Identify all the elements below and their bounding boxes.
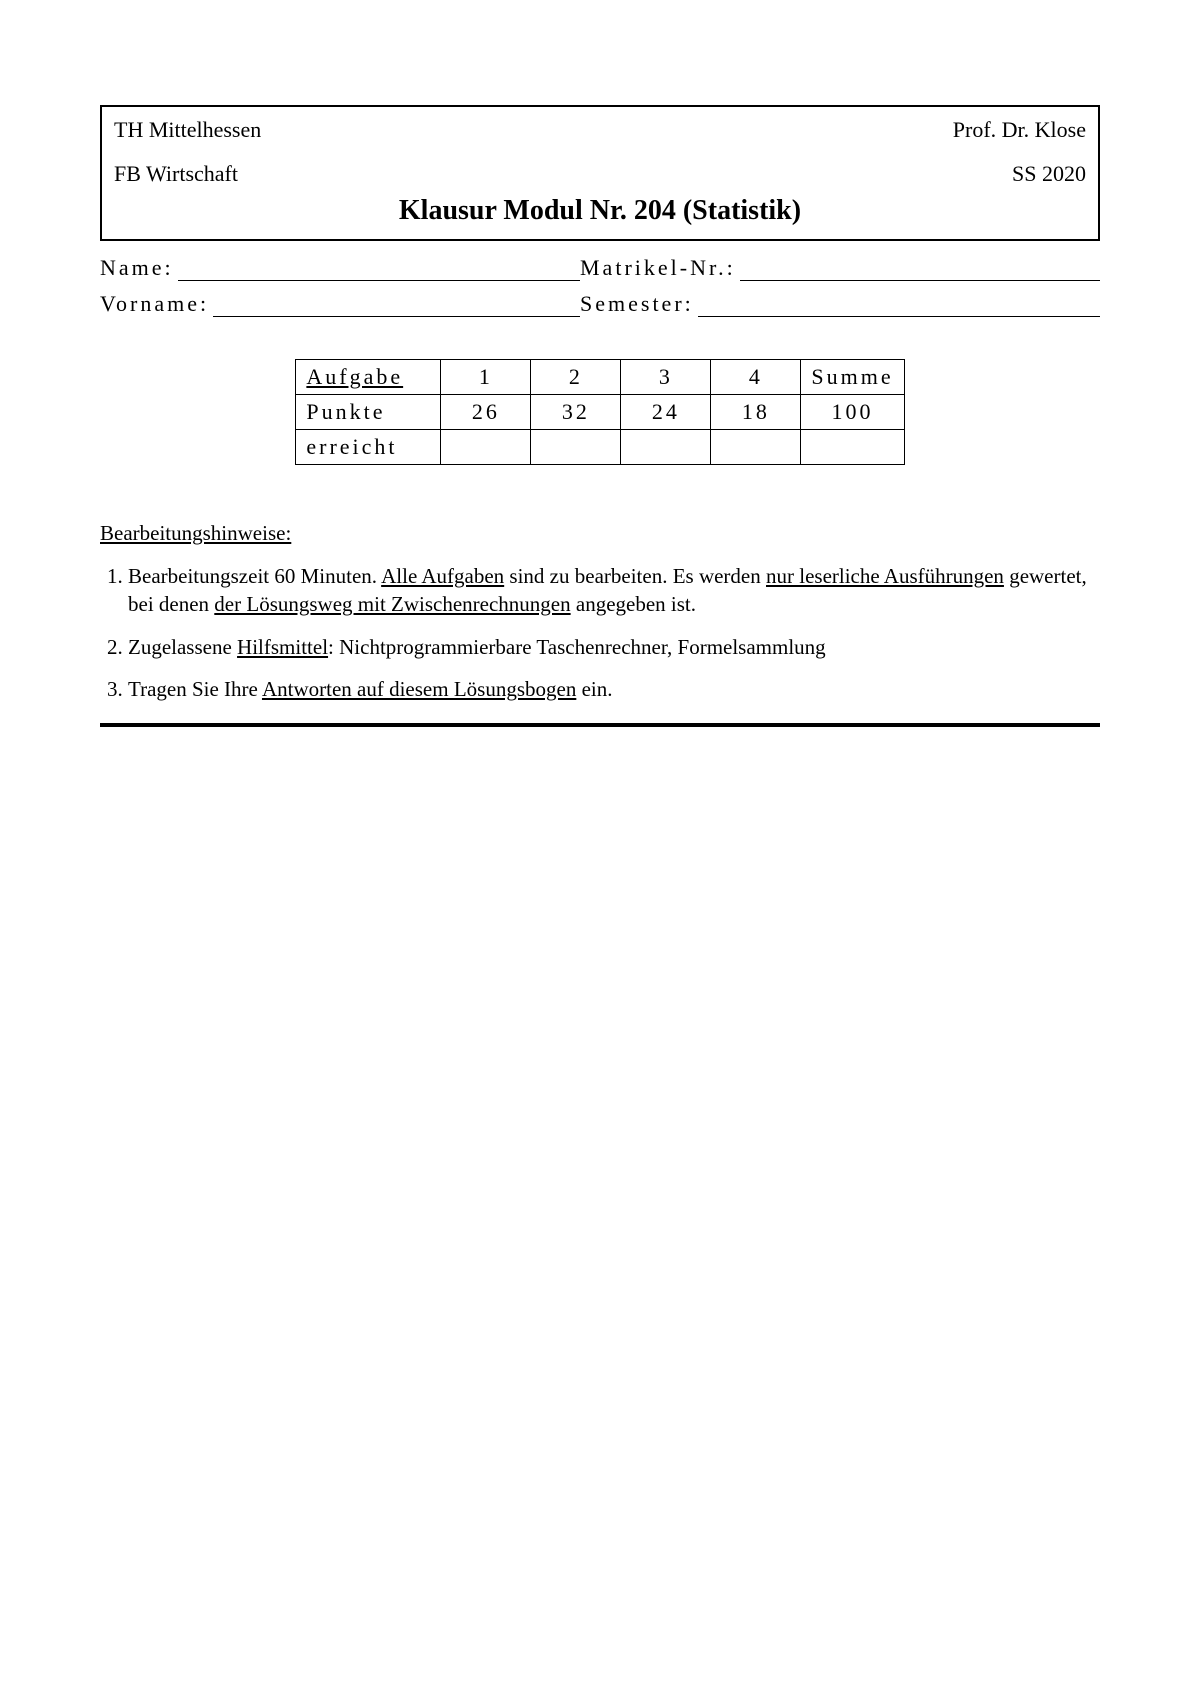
hint2-u1: Hilfsmittel	[237, 635, 328, 659]
vorname-underline	[213, 295, 580, 317]
department-name: FB Wirtschaft	[114, 161, 238, 187]
punkte-label: Punkte	[296, 395, 441, 430]
hint-item-1: Bearbeitungszeit 60 Minuten. Alle Aufgab…	[128, 562, 1100, 619]
erreicht-1	[441, 430, 531, 465]
professor-name: Prof. Dr. Klose	[953, 117, 1086, 143]
hints-list: Bearbeitungszeit 60 Minuten. Alle Aufgab…	[100, 562, 1100, 703]
punkte-summe: 100	[801, 395, 904, 430]
aufgabe-col-3: 3	[621, 360, 711, 395]
points-table: Aufgabe 1 2 3 4 Summe Punkte 26 32 24 18…	[295, 359, 904, 465]
field-row-1: Name: Matrikel-Nr.:	[100, 255, 1100, 281]
matrikel-field-group: Matrikel-Nr.:	[580, 255, 1100, 281]
hint1-u2: nur leserliche Ausführungen	[766, 564, 1004, 588]
hint1-t2: sind zu bearbeiten. Es werden	[504, 564, 766, 588]
hint1-t1: Bearbeitungszeit 60 Minuten.	[128, 564, 381, 588]
table-row-punkte: Punkte 26 32 24 18 100	[296, 395, 904, 430]
semester-underline	[698, 295, 1100, 317]
hint-item-2: Zugelassene Hilfsmittel: Nichtprogrammie…	[128, 633, 1100, 661]
hints-heading: Bearbeitungshinweise:	[100, 521, 1100, 546]
matrikel-underline	[740, 259, 1100, 281]
table-row-erreicht: erreicht	[296, 430, 904, 465]
vorname-field-group: Vorname:	[100, 291, 580, 317]
header-box: TH Mittelhessen Prof. Dr. Klose FB Wirts…	[100, 105, 1100, 241]
hints-section: Bearbeitungshinweise: Bearbeitungszeit 6…	[100, 521, 1100, 703]
punkte-4: 18	[711, 395, 801, 430]
semester-field-group: Semester:	[580, 291, 1100, 317]
institution-name: TH Mittelhessen	[114, 117, 261, 143]
table-row-aufgabe: Aufgabe 1 2 3 4 Summe	[296, 360, 904, 395]
hint2-t1: Zugelassene	[128, 635, 237, 659]
aufgabe-col-4: 4	[711, 360, 801, 395]
hint3-t1: Tragen Sie Ihre	[128, 677, 262, 701]
hint3-t2: ein.	[576, 677, 612, 701]
aufgabe-col-2: 2	[531, 360, 621, 395]
header-row-top: TH Mittelhessen Prof. Dr. Klose	[114, 117, 1086, 143]
header-row-bottom: FB Wirtschaft SS 2020	[114, 161, 1086, 187]
points-table-wrapper: Aufgabe 1 2 3 4 Summe Punkte 26 32 24 18…	[100, 359, 1100, 465]
hint2-t2: : Nichtprogrammierbare Taschenrechner, F…	[328, 635, 826, 659]
name-label: Name:	[100, 255, 174, 281]
term-label: SS 2020	[1012, 161, 1086, 187]
aufgabe-label: Aufgabe	[296, 360, 441, 395]
aufgabe-col-1: 1	[441, 360, 531, 395]
hint1-u1: Alle Aufgaben	[381, 564, 504, 588]
exam-title: Klausur Modul Nr. 204 (Statistik)	[114, 195, 1086, 227]
name-field-group: Name:	[100, 255, 580, 281]
student-fields: Name: Matrikel-Nr.: Vorname: Semester:	[100, 255, 1100, 317]
erreicht-summe	[801, 430, 904, 465]
hint1-t4: angegeben ist.	[571, 592, 696, 616]
hint1-u3: der Lösungsweg mit Zwischenrechnungen	[214, 592, 570, 616]
hint-item-3: Tragen Sie Ihre Antworten auf diesem Lös…	[128, 675, 1100, 703]
hint3-u1: Antworten auf diesem Lösungsbogen	[262, 677, 576, 701]
erreicht-4	[711, 430, 801, 465]
aufgabe-col-summe: Summe	[801, 360, 904, 395]
section-divider	[100, 723, 1100, 727]
erreicht-2	[531, 430, 621, 465]
name-underline	[178, 259, 580, 281]
field-row-2: Vorname: Semester:	[100, 291, 1100, 317]
matrikel-label: Matrikel-Nr.:	[580, 255, 736, 281]
punkte-3: 24	[621, 395, 711, 430]
erreicht-3	[621, 430, 711, 465]
punkte-1: 26	[441, 395, 531, 430]
punkte-2: 32	[531, 395, 621, 430]
semester-label: Semester:	[580, 291, 694, 317]
erreicht-label: erreicht	[296, 430, 441, 465]
vorname-label: Vorname:	[100, 291, 209, 317]
